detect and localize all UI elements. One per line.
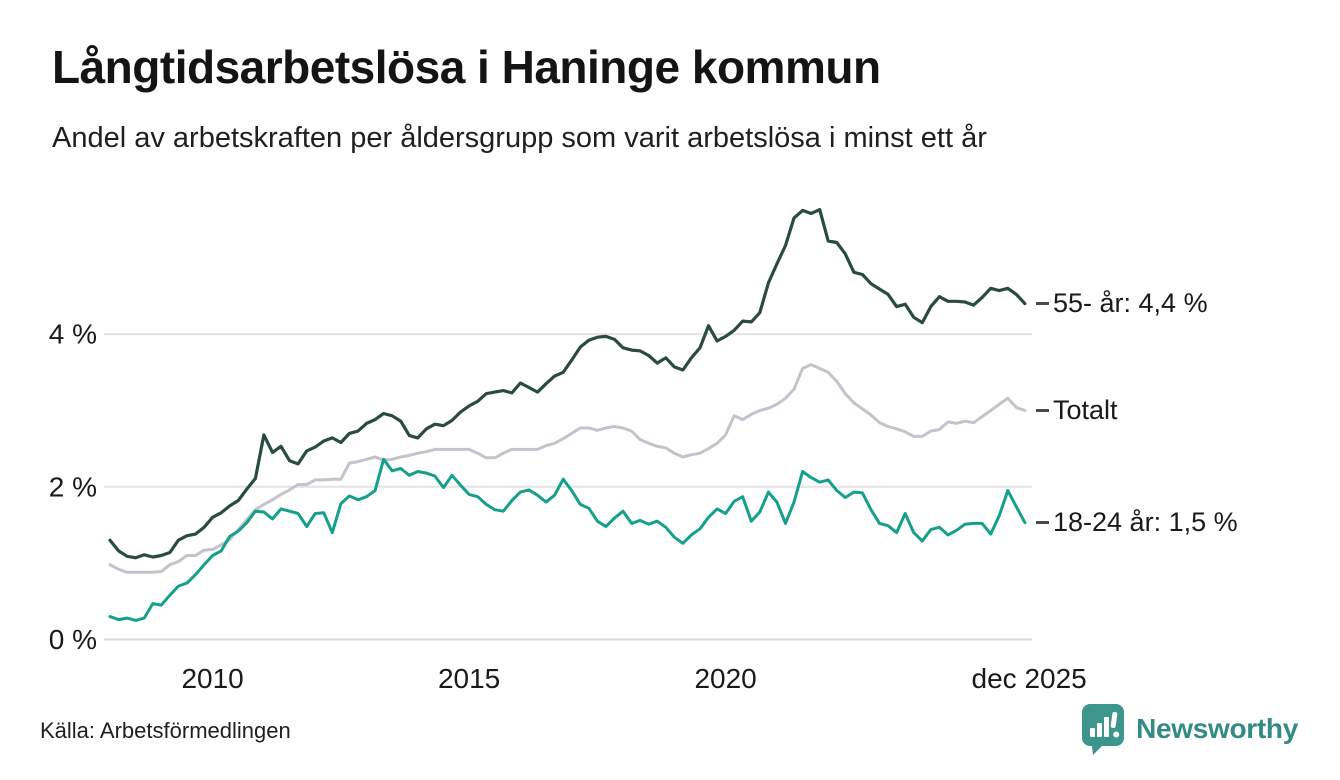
y-axis-label-2: 2 % [49,471,97,502]
newsworthy-logo: Newsworthy [1080,702,1298,756]
series-line-Totalt [108,363,1027,574]
x-axis-label-2020: 2020 [694,663,756,694]
end-label-text: Totalt [1053,394,1118,425]
series-end-label-Totalt: Totalt [1036,394,1118,426]
y-axis-label-0: 0 % [49,624,97,655]
chart-subtitle: Andel av arbetskraften per åldersgrupp s… [52,122,987,154]
source-note: Källa: Arbetsförmedlingen [40,718,291,743]
axis-layer: 0 % 2 % 4 % 2010 2015 2020 dec 2025 [49,319,1087,694]
series-end-label-55--år: 55- år: 4,4 % [1036,288,1208,320]
end-label-text: 18-24 år: 1,5 % [1053,507,1238,538]
x-axis-label-2015: 2015 [438,663,500,694]
x-axis-label-2010: 2010 [181,663,243,694]
series-layer [108,208,1027,622]
chart-title: Långtidsarbetslösa i Haninge kommun [52,41,881,93]
end-label-dash [1036,521,1049,525]
x-axis-label-dec-2025: dec 2025 [972,663,1087,694]
end-label-dash [1036,302,1049,306]
newsworthy-logo-text: Newsworthy [1136,713,1298,744]
end-label-dash [1036,408,1049,412]
end-label-text: 55- år: 4,4 % [1053,288,1208,319]
series-line-18-24-år [108,457,1027,622]
y-axis-label-4: 4 % [49,319,97,350]
series-line-55--år [108,208,1027,560]
newsworthy-logo-icon [1082,704,1125,755]
series-end-label-18-24-år: 18-24 år: 1,5 % [1036,507,1238,539]
